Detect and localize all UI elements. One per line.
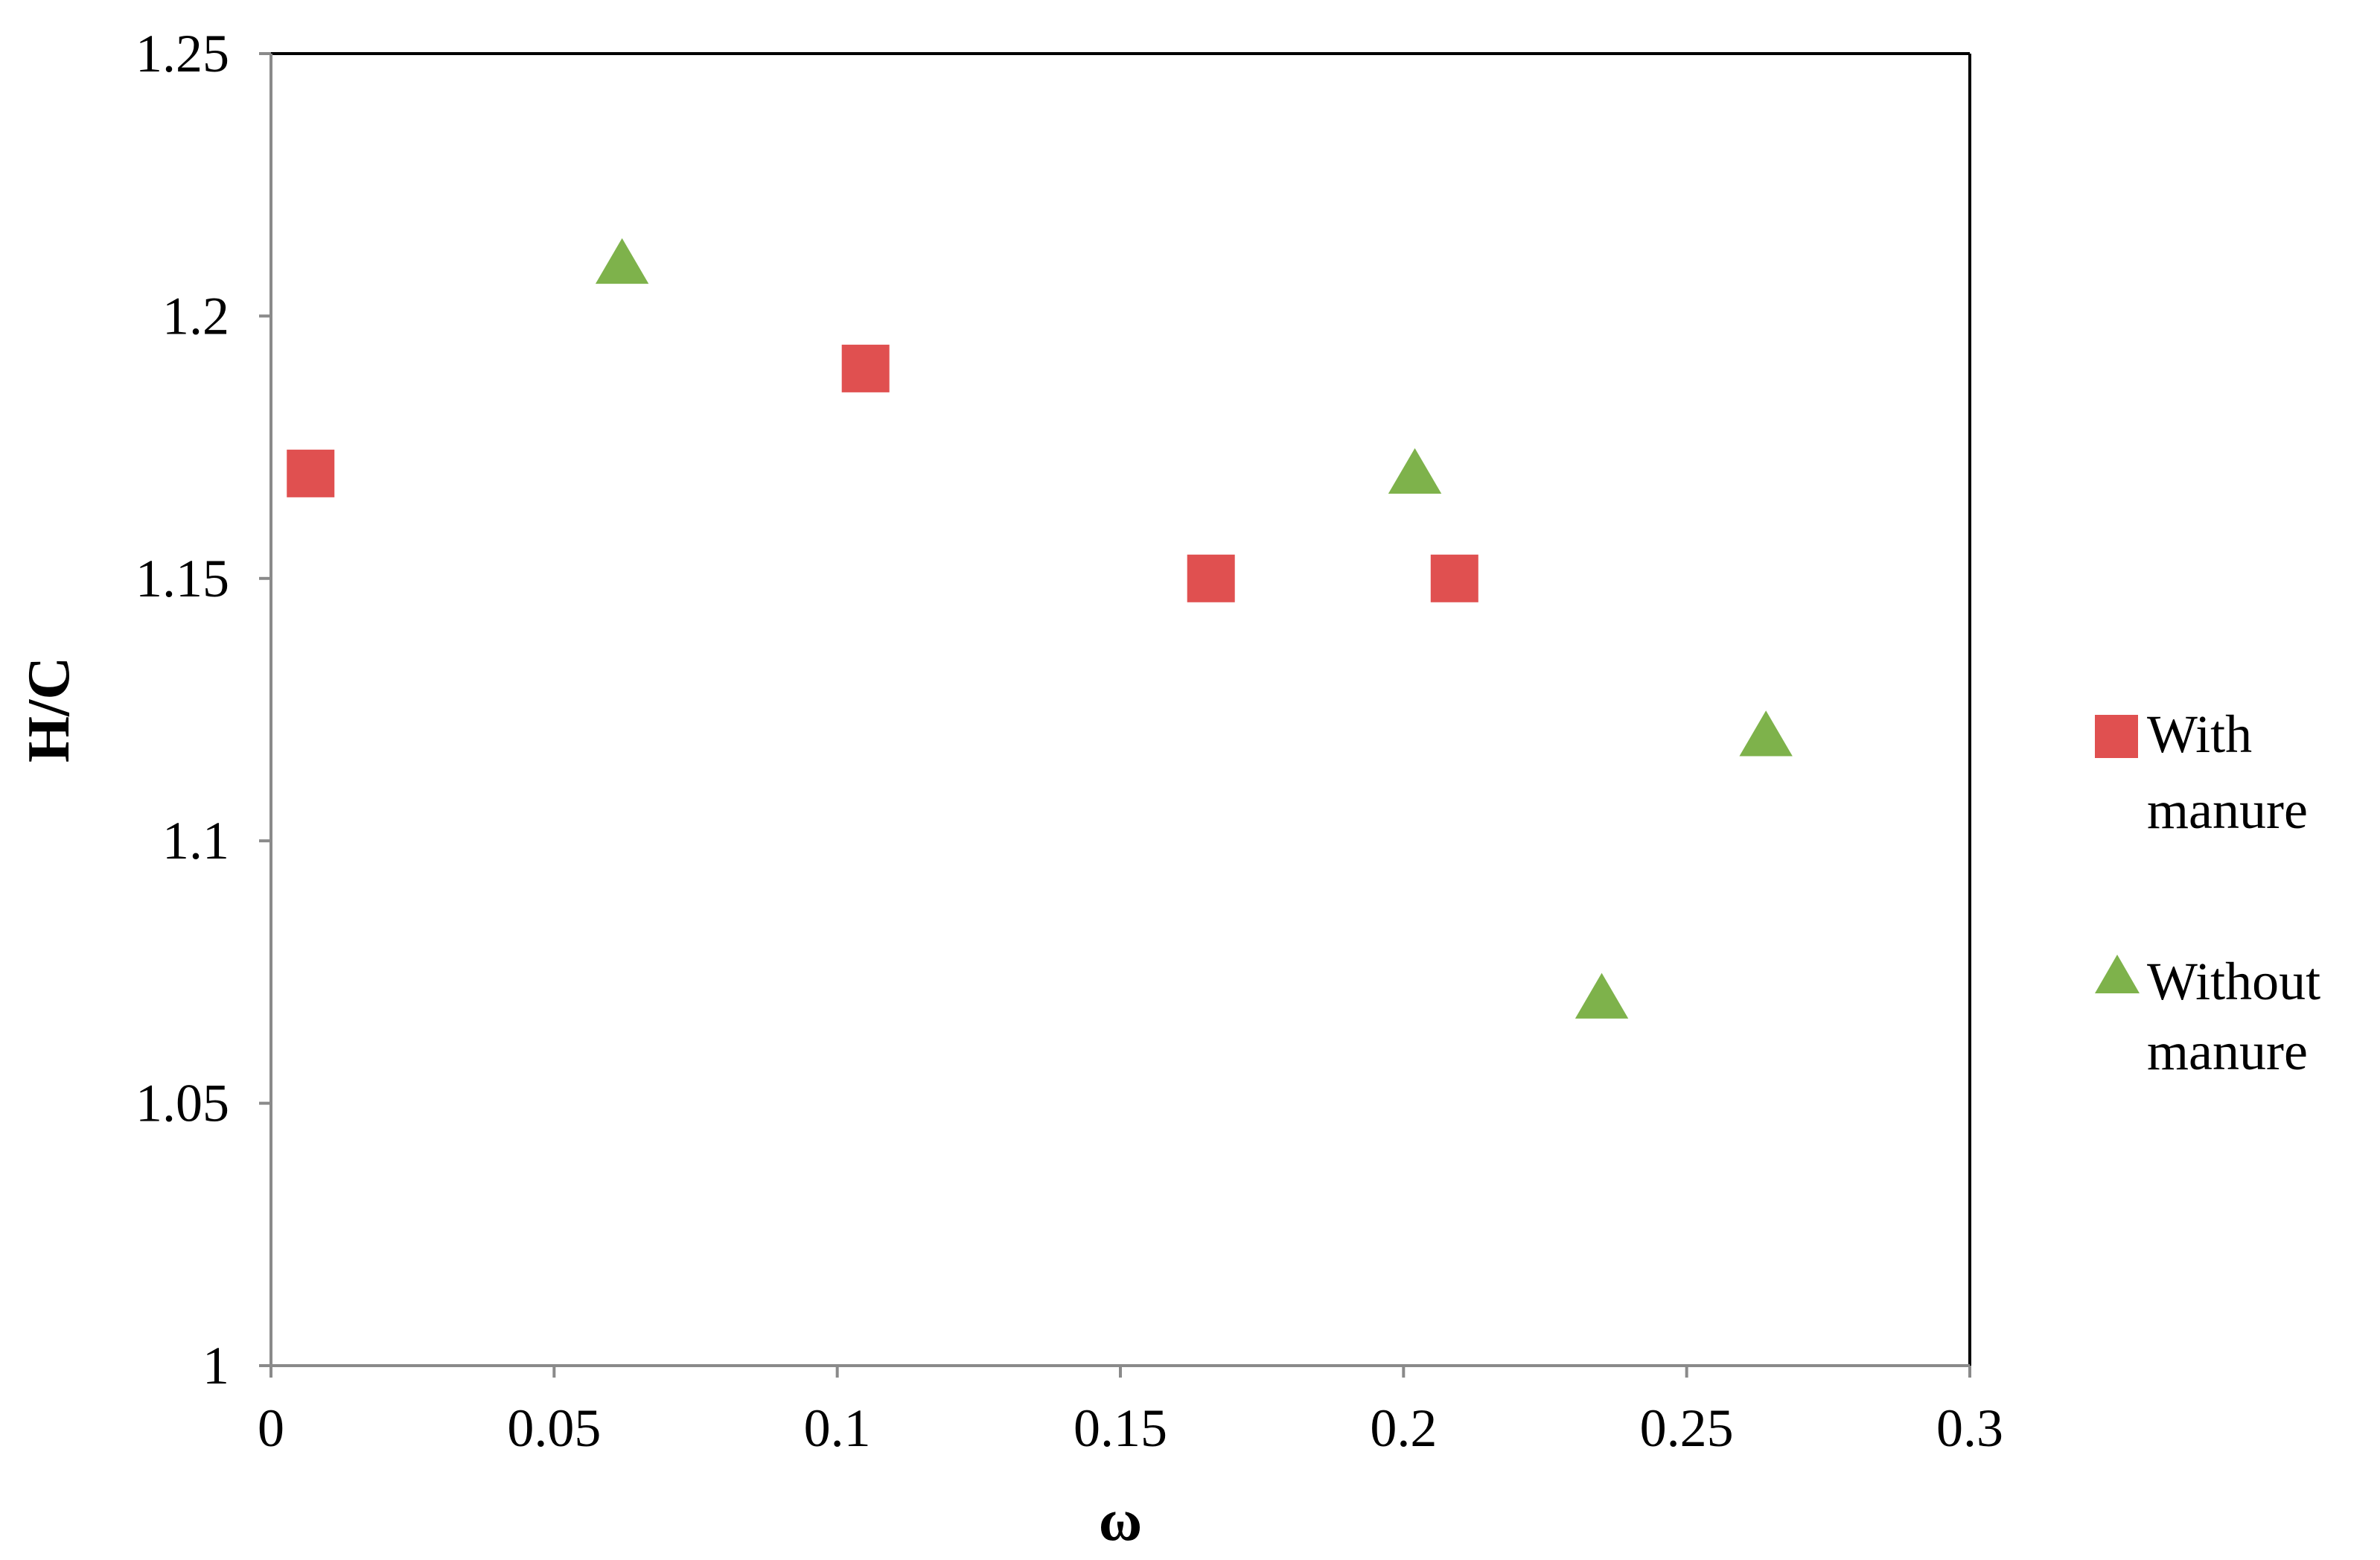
x-axis-ticks: 0 0.05 0.1 0.15 0.2 0.25 0.3 [258, 1366, 2003, 1458]
legend-square-marker [2095, 715, 2138, 758]
point-triangle [1575, 972, 1629, 1019]
y-tick-label: 1.25 [135, 24, 229, 83]
y-tick-label: 1.1 [162, 811, 229, 870]
y-tick-label: 1.15 [135, 549, 229, 608]
legend-item-with-manure: With manure [2095, 704, 2308, 840]
y-tick-label: 1 [202, 1336, 229, 1395]
y-tick-label: 1.05 [135, 1074, 229, 1133]
x-tick-label: 0.1 [804, 1398, 871, 1458]
point-triangle [1388, 448, 1442, 494]
legend: With manure Without manure [2095, 704, 2320, 1081]
legend-label-without-manure-line2: manure [2147, 1022, 2308, 1081]
x-tick-label: 0.3 [1936, 1398, 2003, 1458]
point-square [1187, 554, 1235, 602]
legend-label-with-manure-line1: With [2147, 704, 2252, 764]
legend-label-without-manure-line1: Without [2147, 952, 2320, 1011]
point-triangle [595, 238, 649, 284]
point-square [1430, 554, 1478, 602]
legend-triangle-marker [2095, 955, 2140, 993]
y-tick-label: 1.2 [162, 286, 229, 346]
x-tick-label: 0 [258, 1398, 284, 1458]
x-tick-label: 0.15 [1073, 1398, 1167, 1458]
x-tick-label: 0.05 [507, 1398, 601, 1458]
legend-item-without-manure: Without manure [2095, 952, 2320, 1081]
x-tick-label: 0.25 [1640, 1398, 1734, 1458]
data-points [287, 238, 1793, 1019]
y-axis-title: H/C [16, 657, 82, 763]
point-triangle [1739, 710, 1793, 757]
legend-label-with-manure-line2: manure [2147, 780, 2308, 840]
x-axis-title: ω [1099, 1488, 1142, 1553]
point-square [287, 449, 335, 497]
y-axis-ticks: 1 1.05 1.1 1.15 1.2 1.25 [135, 24, 271, 1395]
point-square [841, 344, 890, 392]
x-tick-label: 0.2 [1370, 1398, 1437, 1458]
